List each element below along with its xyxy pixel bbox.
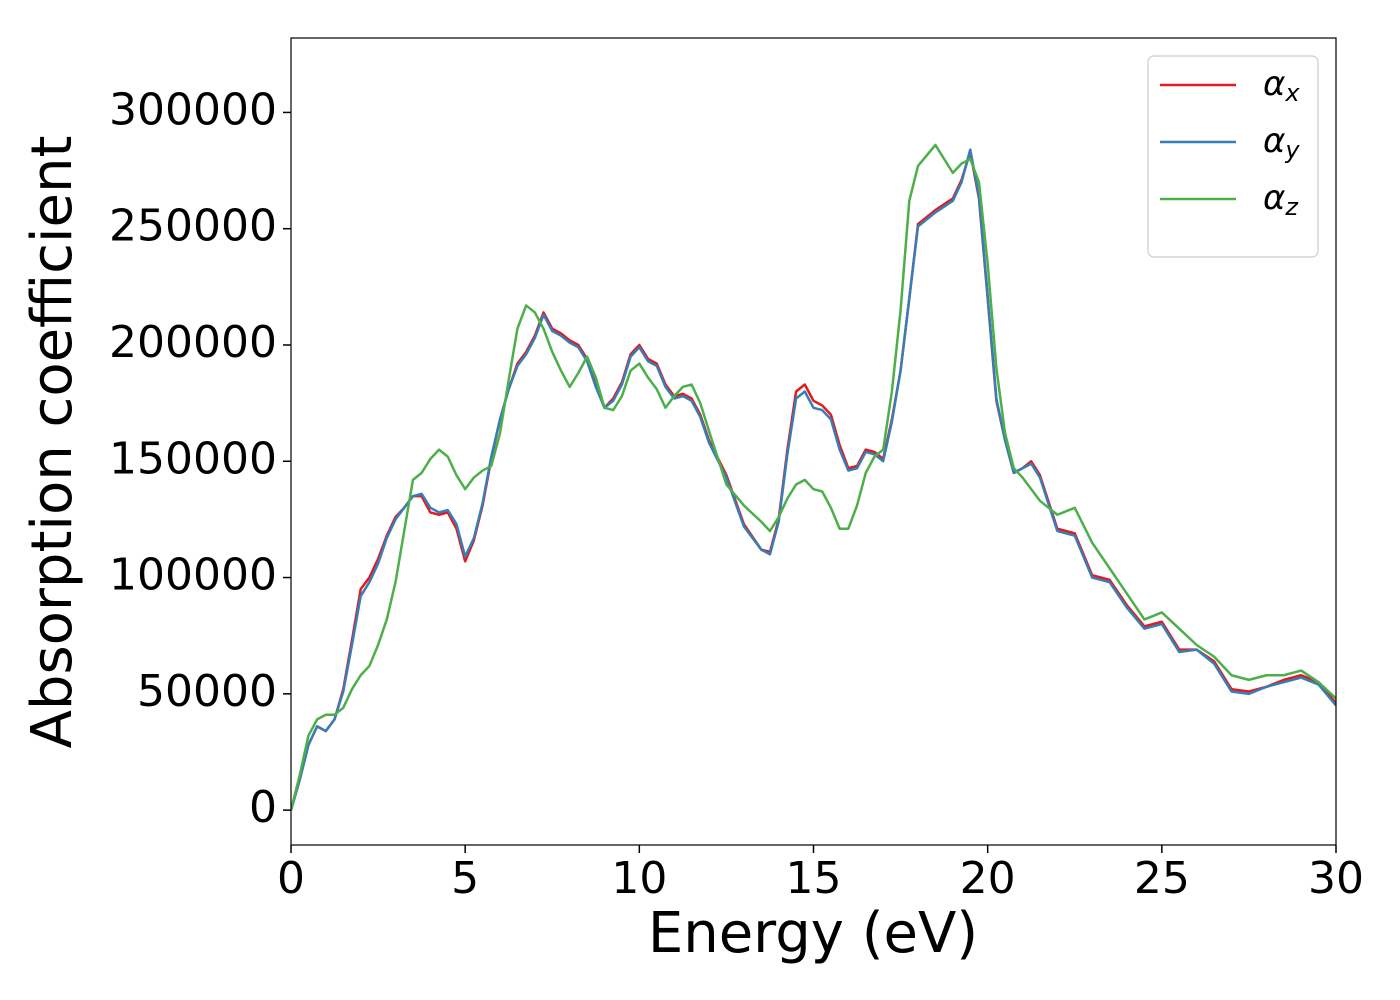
x-tick-label: 15 bbox=[786, 853, 842, 904]
x-tick-label: 5 bbox=[451, 853, 479, 904]
data-line bbox=[291, 148, 1336, 811]
y-tick-label: 300000 bbox=[109, 84, 277, 135]
x-tick-label: 25 bbox=[1134, 853, 1190, 904]
legend-label: αx bbox=[1263, 64, 1300, 108]
y-tick-label: 0 bbox=[249, 782, 277, 833]
y-axis-label: Absorption coefficient bbox=[20, 136, 85, 749]
y-tick-label: 100000 bbox=[109, 550, 277, 601]
y-tick-label: 150000 bbox=[109, 433, 277, 484]
y-tick-label: 50000 bbox=[137, 666, 277, 717]
y-tick-label: 250000 bbox=[109, 201, 277, 252]
x-tick-label: 0 bbox=[277, 853, 305, 904]
x-tick-label: 10 bbox=[611, 853, 667, 904]
x-axis-label: Energy (eV) bbox=[648, 901, 978, 966]
x-tick-label: 20 bbox=[960, 853, 1016, 904]
plot-frame bbox=[290, 37, 1337, 846]
data-line bbox=[291, 143, 1336, 811]
legend-box bbox=[1147, 55, 1319, 258]
x-tick-label: 30 bbox=[1308, 853, 1364, 904]
legend-label: αy bbox=[1263, 121, 1300, 165]
y-tick-label: 200000 bbox=[109, 317, 277, 368]
legend-label: αz bbox=[1263, 178, 1299, 222]
